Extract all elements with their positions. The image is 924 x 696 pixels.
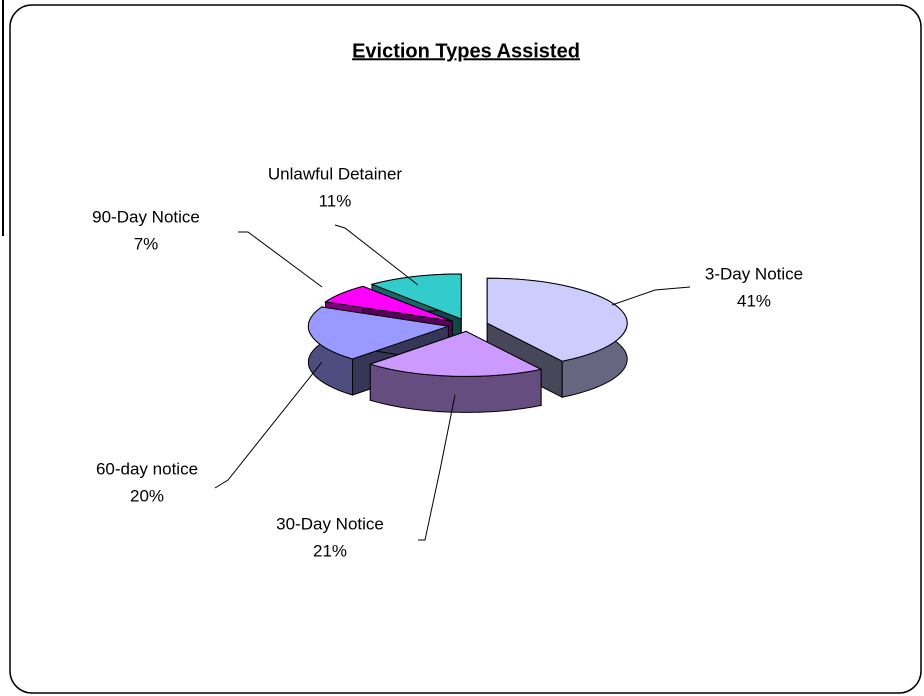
slice-value-label: 20% [130,486,164,505]
slice-label: 60-day notice [96,459,198,478]
slice-value-label: 41% [737,291,771,310]
slice-value-label: 7% [134,234,159,253]
leader-line [418,394,456,541]
pie [307,273,628,413]
slice-top [368,330,543,377]
slice-label: 90-Day Notice [92,207,200,226]
leader-line [238,231,323,288]
leader-line [611,286,691,306]
slice-value-label: 21% [313,541,347,560]
labels: 3-Day Notice 41% 30-Day Notice 21% 60-day no… [92,164,803,560]
slice-top [307,306,449,360]
slice-top [486,277,628,362]
slice-label: 30-Day Notice [276,514,384,533]
slice-value-label: 11% [319,191,352,210]
slice-top [370,273,462,320]
leader-line [214,361,323,489]
slice-top [324,285,453,322]
slice [368,330,543,413]
slice [486,277,628,399]
slice-label: Unlawful Detainer [268,164,403,183]
chart-title: Eviction Types Assisted [352,40,580,62]
leader-line [334,224,419,286]
slice-label: 3-Day Notice [705,264,803,283]
